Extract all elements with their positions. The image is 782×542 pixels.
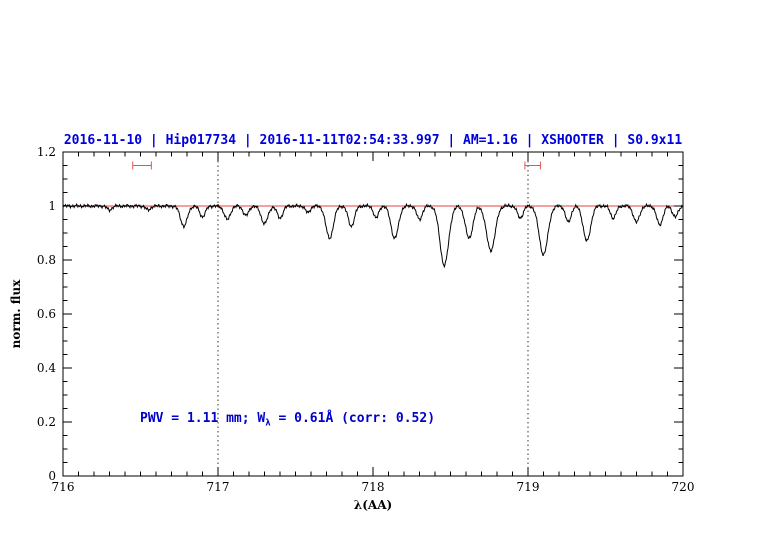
y-tick-label: 1.2 <box>37 145 56 159</box>
pwv-annotation-prefix: PWV = 1.11 mm; W <box>140 411 266 426</box>
x-tick-label: 718 <box>362 480 385 494</box>
y-tick-label: 0.2 <box>37 415 56 429</box>
y-tick-label: 0 <box>48 469 56 483</box>
x-tick-label: 717 <box>207 480 230 494</box>
x-tick-label: 719 <box>517 480 540 494</box>
x-axis-label: λ(AA) <box>354 498 392 512</box>
pwv-annotation-sub: λ <box>265 418 271 429</box>
pwv-annotation: PWV = 1.11 mm; Wλ = 0.61Å (corr: 0.52) <box>140 411 435 429</box>
y-tick-label: 0.6 <box>37 307 56 321</box>
pwv-annotation-suffix: = 0.61Å (corr: 0.52) <box>270 411 436 426</box>
y-tick-label: 1 <box>48 199 56 213</box>
y-tick-label: 0.8 <box>37 253 56 267</box>
x-tick-label: 716 <box>52 480 75 494</box>
y-tick-label: 0.4 <box>37 361 56 375</box>
plot-title: 2016-11-10 | Hip017734 | 2016-11-11T02:5… <box>63 133 683 148</box>
y-axis-label: norm. flux <box>9 279 23 349</box>
spectrum-line <box>62 202 684 269</box>
x-tick-label: 720 <box>672 480 695 494</box>
